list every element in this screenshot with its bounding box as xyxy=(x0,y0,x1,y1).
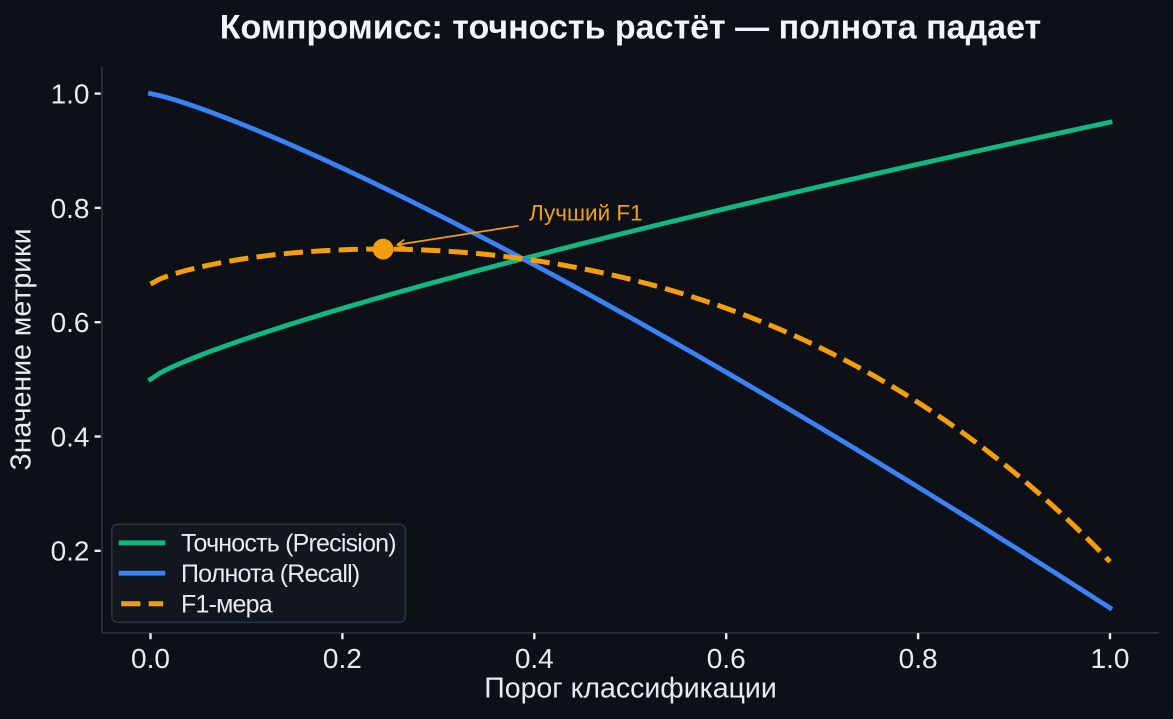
svg-text:0.6: 0.6 xyxy=(51,307,90,338)
svg-text:F1-мера: F1-мера xyxy=(181,591,273,619)
svg-text:0.0: 0.0 xyxy=(131,643,170,674)
svg-text:0.6: 0.6 xyxy=(707,643,746,674)
svg-text:Компромисс: точность растёт —: Компромисс: точность растёт — полнота па… xyxy=(220,9,1041,47)
svg-text:0.8: 0.8 xyxy=(899,643,938,674)
svg-text:0.4: 0.4 xyxy=(515,643,554,674)
svg-text:Значение метрики: Значение метрики xyxy=(6,228,38,470)
svg-text:Порог классификации: Порог классификации xyxy=(484,673,777,705)
svg-text:Точность (Precision): Точность (Precision) xyxy=(181,530,396,558)
svg-text:0.4: 0.4 xyxy=(51,421,90,452)
svg-text:0.2: 0.2 xyxy=(51,536,90,567)
svg-text:1.0: 1.0 xyxy=(51,79,90,110)
svg-text:Полнота (Recall): Полнота (Recall) xyxy=(181,560,359,588)
svg-text:0.2: 0.2 xyxy=(323,643,362,674)
svg-text:1.0: 1.0 xyxy=(1091,643,1130,674)
svg-text:Лучший F1: Лучший F1 xyxy=(529,200,643,225)
svg-text:0.8: 0.8 xyxy=(51,193,90,224)
